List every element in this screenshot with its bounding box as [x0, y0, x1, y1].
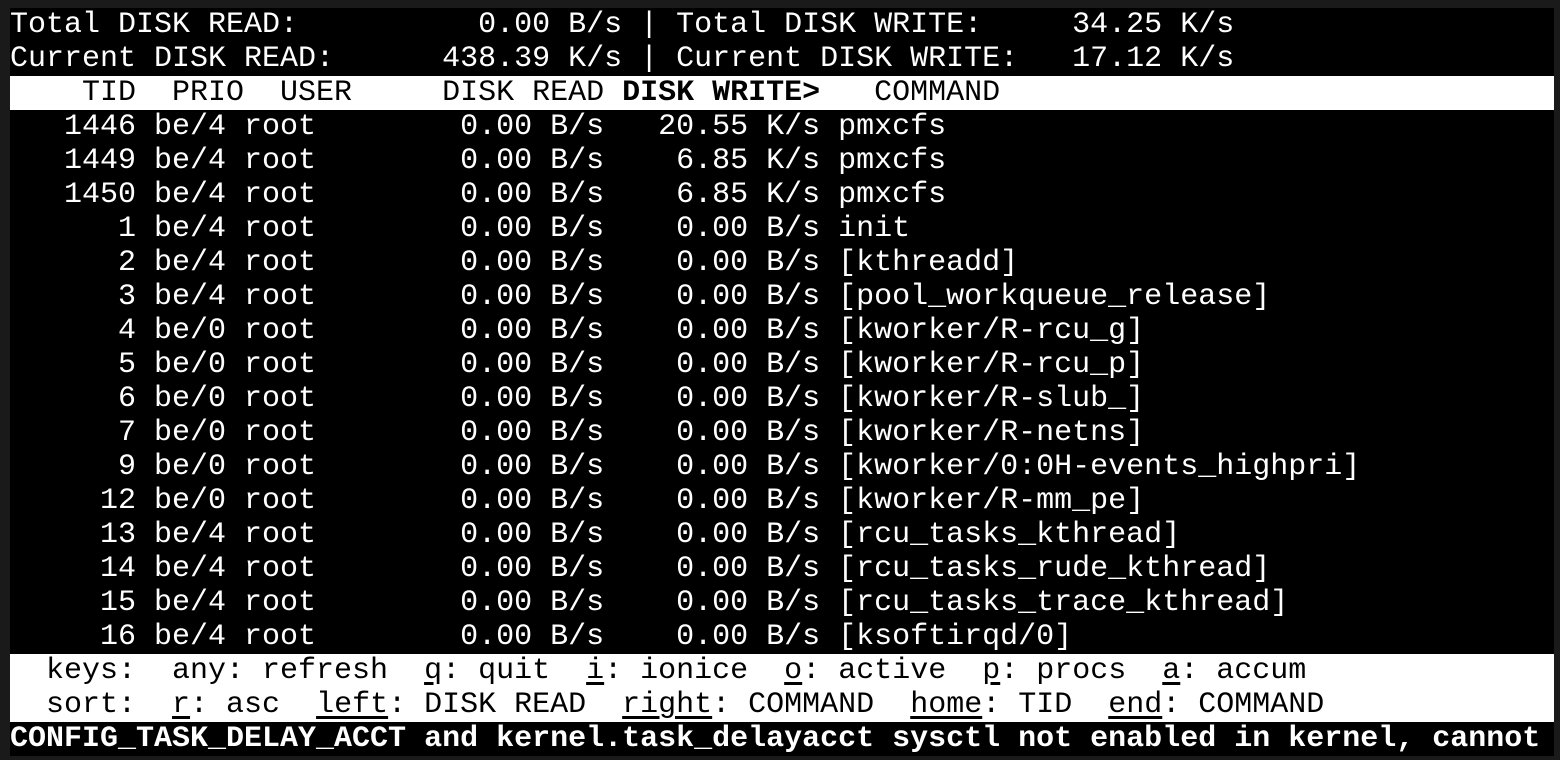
process-row: 1 be/4 root 0.00 B/s 0.00 B/s init — [10, 212, 1554, 246]
help-sort-hotkey: left — [316, 688, 389, 722]
summary-current-line: Current DISK READ: 438.39 K/s | Current … — [10, 42, 1554, 76]
help-keys-hotkey: q — [424, 654, 443, 688]
process-row: 16 be/4 root 0.00 B/s 0.00 B/s [ksoftirq… — [10, 620, 1554, 654]
help-sort-text: sort: — [10, 688, 173, 722]
help-sort-text: : COMMAND — [712, 688, 911, 722]
process-row: 6 be/0 root 0.00 B/s 0.00 B/s [kworker/R… — [10, 382, 1554, 416]
help-sort-text: : DISK READ — [388, 688, 623, 722]
process-row: 9 be/0 root 0.00 B/s 0.00 B/s [kworker/0… — [10, 450, 1554, 484]
help-sort-text: : asc — [190, 688, 317, 722]
process-row: 14 be/4 root 0.00 B/s 0.00 B/s [rcu_task… — [10, 552, 1554, 586]
help-keys-line: keys: any: refresh q: quit i: ionice o: … — [10, 654, 1554, 688]
process-row: 2 be/4 root 0.00 B/s 0.00 B/s [kthreadd] — [10, 246, 1554, 280]
help-keys-text: : ionice — [604, 654, 785, 688]
column-headers-right: COMMAND — [820, 76, 1001, 110]
help-keys-text: : active — [802, 654, 983, 688]
process-row: 15 be/4 root 0.00 B/s 0.00 B/s [rcu_task… — [10, 586, 1554, 620]
help-sort-hotkey: home — [910, 688, 983, 722]
help-keys-text: : procs — [1000, 654, 1163, 688]
sort-column-disk-write: DISK WRITE> — [622, 76, 821, 110]
process-row: 7 be/0 root 0.00 B/s 0.00 B/s [kworker/R… — [10, 416, 1554, 450]
table-header-row: TID PRIO USER DISK READ DISK WRITE> COMM… — [10, 76, 1554, 110]
help-keys-text: : accum — [1180, 654, 1307, 688]
help-sort-text: : COMMAND — [1162, 688, 1325, 722]
help-keys-hotkey: i — [586, 654, 605, 688]
help-keys-hotkey: o — [784, 654, 803, 688]
help-sort-line: sort: r: asc left: DISK READ right: COMM… — [10, 688, 1554, 722]
process-row: 3 be/4 root 0.00 B/s 0.00 B/s [pool_work… — [10, 280, 1554, 314]
process-table: 1446 be/4 root 0.00 B/s 20.55 K/s pmxcfs… — [10, 110, 1560, 654]
process-row: 1450 be/4 root 0.00 B/s 6.85 K/s pmxcfs — [10, 178, 1554, 212]
help-sort-hotkey: right — [622, 688, 713, 722]
process-row: 5 be/0 root 0.00 B/s 0.00 B/s [kworker/R… — [10, 348, 1554, 382]
help-keys-text: keys: any: refresh — [10, 654, 425, 688]
column-headers-left: TID PRIO USER DISK READ — [10, 76, 623, 110]
process-row: 13 be/4 root 0.00 B/s 0.00 B/s [rcu_task… — [10, 518, 1554, 552]
status-bar: CONFIG_TASK_DELAY_ACCT and kernel.task_d… — [10, 722, 1554, 756]
help-sort-hotkey: r — [172, 688, 191, 722]
help-keys-hotkey: p — [982, 654, 1001, 688]
help-sort-hotkey: end — [1108, 688, 1163, 722]
help-sort-text: : TID — [982, 688, 1109, 722]
help-keys-text: : quit — [442, 654, 587, 688]
help-keys-hotkey: a — [1162, 654, 1181, 688]
process-row: 1449 be/4 root 0.00 B/s 6.85 K/s pmxcfs — [10, 144, 1554, 178]
process-row: 4 be/0 root 0.00 B/s 0.00 B/s [kworker/R… — [10, 314, 1554, 348]
summary-total-line: Total DISK READ: 0.00 B/s | Total DISK W… — [10, 8, 1554, 42]
process-row: 12 be/0 root 0.00 B/s 0.00 B/s [kworker/… — [10, 484, 1554, 518]
process-row: 1446 be/4 root 0.00 B/s 20.55 K/s pmxcfs — [10, 110, 1554, 144]
